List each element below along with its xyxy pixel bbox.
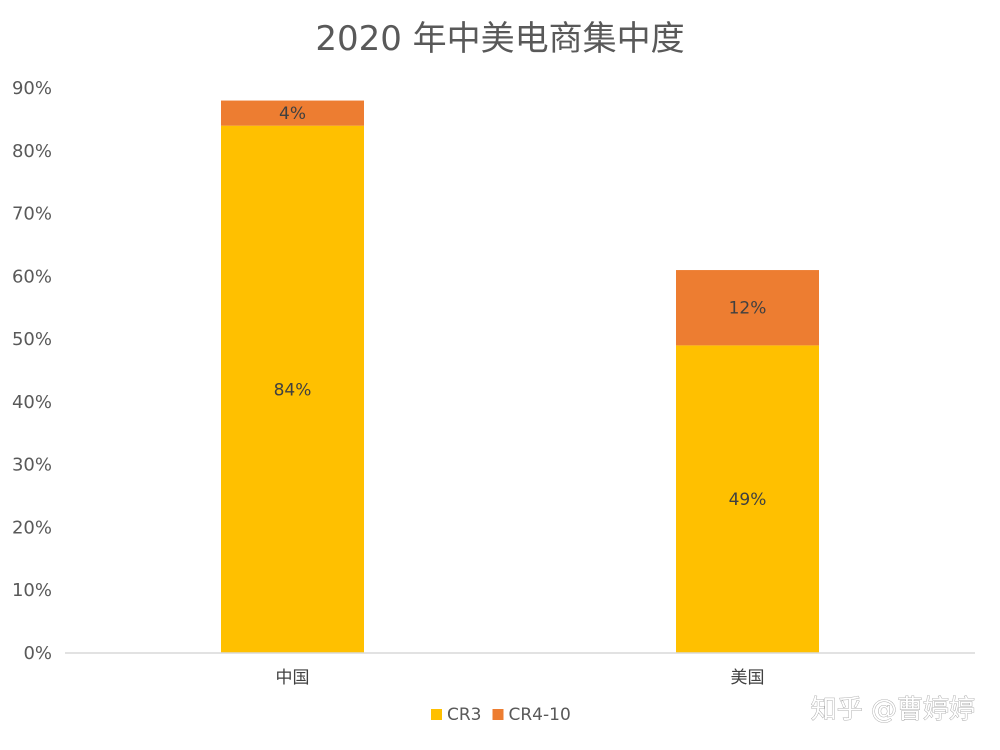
y-tick-label: 30% — [12, 455, 52, 476]
bar-segment-cr3-0 — [221, 125, 364, 653]
x-tick-label: 美国 — [731, 668, 765, 688]
watermark-text: 知乎 @曹婷婷 — [811, 695, 975, 725]
y-tick-label: 80% — [12, 141, 52, 162]
bar-segment-cr4-10-0 — [221, 100, 364, 126]
y-tick-label: 20% — [12, 517, 52, 538]
y-axis: 0% 10% 20% 30% 40% 50% 60% 70% 80% 90% — [12, 78, 52, 664]
data-label: 4% — [279, 104, 306, 124]
y-tick-label: 10% — [12, 580, 52, 601]
y-tick-label: 60% — [12, 266, 52, 287]
y-tick-label: 0% — [23, 643, 52, 664]
x-tick-label: 中国 — [276, 668, 310, 688]
bar-segment-cr4-10-1 — [676, 270, 819, 346]
legend-swatch — [431, 709, 442, 720]
y-tick-label: 40% — [12, 392, 52, 413]
legend-label: CR3 — [447, 705, 482, 725]
legend-swatch — [492, 709, 504, 720]
legend: CR3 CR4-10 — [431, 705, 571, 725]
x-axis: 中国 美国 — [65, 652, 975, 688]
chart-title: 2020 年中美电商集中度 — [315, 19, 684, 59]
y-tick-label: 50% — [12, 329, 52, 350]
data-label: 49% — [729, 490, 767, 510]
y-tick-label: 90% — [12, 78, 52, 99]
data-label: 12% — [729, 299, 767, 319]
y-tick-label: 70% — [12, 204, 52, 225]
bar-segment-cr3-1 — [676, 345, 819, 653]
legend-label: CR4-10 — [509, 705, 571, 725]
data-label: 84% — [274, 380, 312, 400]
bars: 84% 4% 49% 12% — [221, 100, 819, 653]
